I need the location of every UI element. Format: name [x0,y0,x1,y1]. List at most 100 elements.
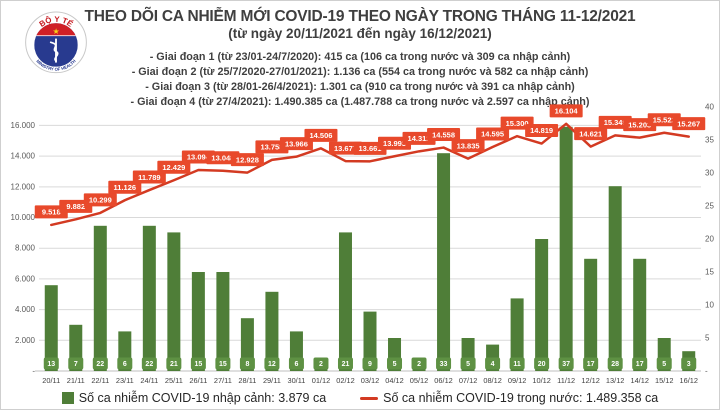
bar-value-label-box [509,357,525,370]
x-axis-date-label: 22/11 [91,376,109,385]
bar-value-label-box [656,357,672,370]
bar [167,232,181,371]
bar [93,225,107,371]
bar-value-label: 28 [611,361,619,368]
line-value-label: 14.819 [530,126,553,135]
legend-domestic-label: Số ca nhiễm COVID-19 trong nước: 1.489.3… [383,391,659,405]
bar-value-label: 20 [538,361,546,368]
line-value-label: 15.300 [506,119,529,128]
bar-value-label: 33 [440,361,448,368]
line-value-label-box [83,193,117,207]
x-axis-date-label: 16/12 [679,376,698,385]
left-axis-tick: 2.000 [15,336,36,345]
line-value-label-box [476,127,510,141]
bar [142,225,156,371]
x-axis-date-label: 30/11 [287,376,305,385]
stage-1-line: - Giai đoạn 1 (từ 23/01-24/7/2020): 415 … [149,51,571,63]
bar-value-label-box [362,357,378,370]
left-axis-tick: 14.000 [11,152,36,161]
chart-subtitle: (từ ngày 20/11/2021 đến ngày 16/12/2021) [228,26,492,41]
line-value-label-box [304,128,338,142]
line-value-label: 13.677 [334,144,357,153]
line-value-label: 13.048 [211,153,234,162]
bar-value-label-box [337,357,353,370]
bar [584,258,598,371]
line-value-label: 13.661 [359,144,382,153]
legend-domestic: Số ca nhiễm COVID-19 trong nước: 1.489.3… [360,391,658,405]
bar [44,285,58,371]
left-axis-tick: 12.000 [11,182,36,191]
bar-value-label: 37 [562,361,570,368]
bar-value-label-box [534,357,550,370]
bar [510,298,524,371]
bar-value-label: 21 [342,361,350,368]
snake-icon [49,41,59,62]
x-axis-date-label: 25/11 [165,376,183,385]
bar-value-label: 3 [687,361,691,368]
line-value-label: 15.349 [604,118,627,127]
bar-value-label-box [43,357,59,370]
line-value-label-box [574,127,608,141]
bar-value-label: 13 [47,361,55,368]
stage-4-line: - Giai đoạn 4 (từ 27/4/2021): 1.490.385 … [130,96,590,108]
bar [216,272,230,371]
legend-imported-label: Số ca nhiễm COVID-19 nhập cảnh: 3.879 ca [78,391,327,405]
bar-value-label: 8 [245,361,249,368]
line-value-label: 11.789 [138,173,161,182]
line-value-label-box [549,104,583,118]
x-axis-date-label: 20/11 [42,376,60,385]
bar-value-label: 5 [393,361,397,368]
bar-value-label: 15 [219,361,227,368]
line-value-label: 13.758 [260,143,283,152]
line-value-label: 10.299 [89,196,112,205]
line-value-label: 13.993 [383,139,406,148]
bar-value-label-box [607,357,623,370]
line-value-label: 14.595 [481,130,504,139]
bar-value-label-box [313,357,329,370]
bar-value-label-box [485,357,501,370]
bar [633,258,647,371]
x-axis-date-label: 11/12 [557,376,575,385]
x-axis-date-label: 03/12 [361,376,380,385]
bar-value-label: 2 [417,361,421,368]
line-value-label-box [672,117,706,131]
bar-value-label: 22 [145,361,153,368]
right-axis-tick: 15 [705,268,714,277]
bar-value-label-box [92,357,108,370]
bar-value-label: 15 [194,361,202,368]
bar [437,153,451,371]
bar-value-label-box [583,357,599,370]
bar-value-label-box [239,357,255,370]
line-value-label: 14.312 [408,134,431,143]
left-axis-tick: 8.000 [15,244,36,253]
bar [608,186,622,371]
bar-value-label-box [190,357,206,370]
x-axis-date-label: 13/12 [606,376,625,385]
x-axis-date-label: 27/11 [214,376,232,385]
x-axis-date-label: 09/12 [508,376,527,385]
line-value-label: 12.429 [162,163,185,172]
line-value-label: 15.203 [628,120,651,129]
bar-value-label-box [166,357,182,370]
line-value-label-box [132,170,166,184]
bar-value-label-box [460,357,476,370]
line-value-label: 9.518 [42,208,61,217]
x-axis-date-label: 24/11 [140,376,158,385]
bar-value-label: 17 [636,361,644,368]
line-value-label-box [230,153,264,167]
line-value-label-box [157,160,191,174]
line-value-label: 16.104 [555,107,579,116]
line-value-label: 15.267 [677,119,700,128]
line-value-label: 13.966 [285,139,308,148]
right-axis-tick: 10 [705,301,714,310]
stage-summary: - Giai đoạn 1 (từ 23/01-24/7/2020): 415 … [1,50,719,110]
domestic-line-swatch-icon [360,396,379,400]
bar-value-label: 22 [96,361,104,368]
bar-value-label-box [411,357,427,370]
star-icon: ★ [52,27,59,36]
bar [338,232,352,371]
line-value-label: 15.522 [653,115,676,124]
chart-plot-area: 16.000 14.000 12.000 10.000 8.000 6.000 4.000 2… [11,103,715,386]
right-axis-tick: 35 [705,136,714,145]
